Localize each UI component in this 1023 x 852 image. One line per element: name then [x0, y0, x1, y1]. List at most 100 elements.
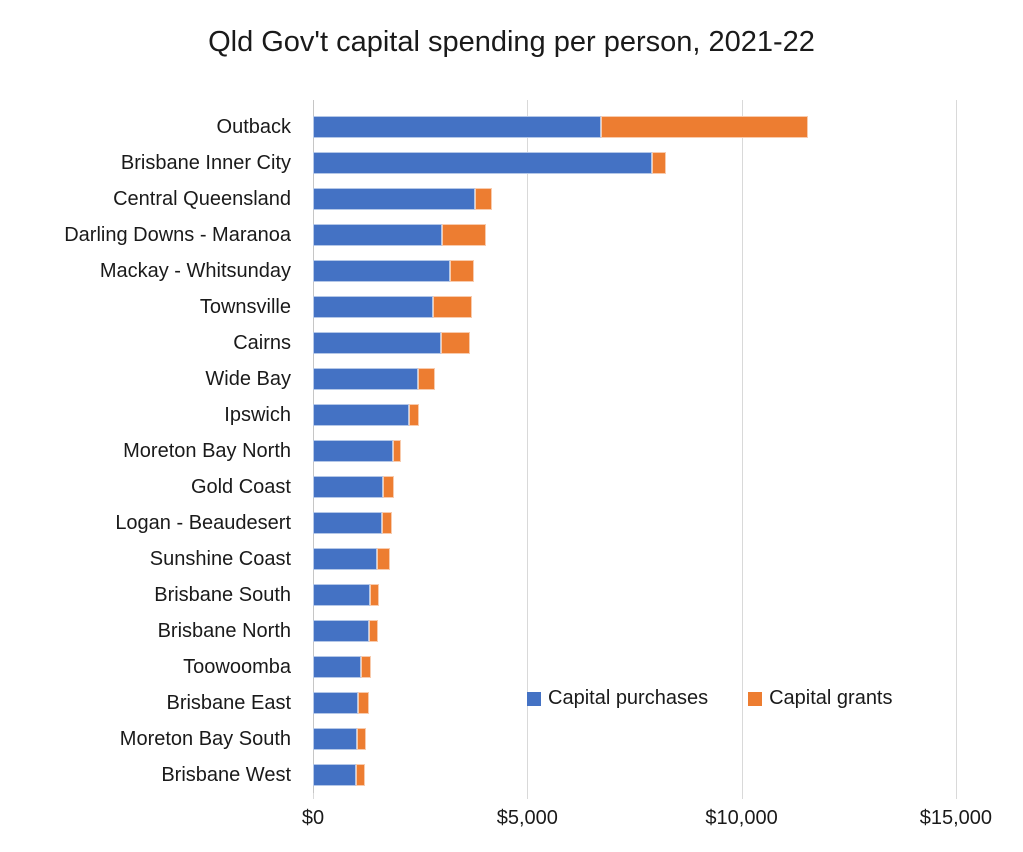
bar-row [313, 397, 1009, 433]
bar-segment-capital-grants [357, 728, 367, 750]
bar-segment-capital-grants [377, 548, 390, 570]
category-label-darling-downs-maranoa: Darling Downs - Maranoa [64, 224, 291, 246]
bar-segment-capital-purchases [313, 764, 357, 786]
bar-segment-capital-grants [356, 764, 365, 786]
category-label-toowoomba: Toowoomba [183, 656, 291, 678]
stacked-bar-brisbane-east [313, 692, 1009, 714]
x-axis-label: $10,000 [705, 807, 778, 829]
bar-segment-capital-grants [652, 152, 667, 174]
bar-segment-capital-grants [433, 296, 473, 318]
bar-row [313, 757, 1009, 793]
stacked-bar-sunshine-coast [313, 548, 1009, 570]
category-label-brisbane-east: Brisbane East [166, 692, 291, 714]
bar-row [313, 685, 1009, 721]
bar-segment-capital-purchases [313, 692, 359, 714]
bar-row [313, 109, 1009, 145]
bar-segment-capital-grants [440, 332, 471, 354]
bar-segment-capital-purchases [313, 224, 442, 246]
legend-label: Capital grants [769, 687, 893, 709]
bar-segment-capital-grants [418, 368, 436, 390]
category-label-townsville: Townsville [199, 296, 291, 318]
category-label-wide-bay: Wide Bay [205, 368, 291, 390]
stacked-bar-brisbane-north [313, 620, 1009, 642]
axis-tick [527, 793, 529, 799]
stacked-bar-mackay-whitsunday [313, 260, 1009, 282]
category-label-cairns: Cairns [233, 332, 291, 354]
bar-segment-capital-purchases [313, 296, 433, 318]
bar-row [313, 505, 1009, 541]
legend-item-capital-grants: Capital grants [748, 687, 893, 710]
stacked-bar-gold-coast [313, 476, 1009, 498]
category-axis: Outback Brisbane Inner City Central Queens… [0, 109, 302, 793]
bar-segment-capital-purchases [313, 188, 475, 210]
bar-segment-capital-grants [409, 404, 420, 426]
bar-segment-capital-purchases [313, 656, 362, 678]
bar-segment-capital-purchases [313, 728, 358, 750]
category-label-outback: Outback [216, 116, 291, 138]
legend-item-capital-purchases: Capital purchases [527, 687, 708, 710]
gridline-5-000 [527, 100, 529, 793]
bar-segment-capital-purchases [313, 476, 384, 498]
category-label-brisbane-west: Brisbane West [161, 764, 291, 786]
legend-marker-icon [748, 691, 763, 706]
bar-segment-capital-purchases [313, 152, 653, 174]
stacked-bar-outback [313, 116, 1009, 138]
stacked-bar-brisbane-inner-city [313, 152, 1009, 174]
category-label-brisbane-inner-city: Brisbane Inner City [120, 152, 291, 174]
bar-row [313, 649, 1009, 685]
bar-segment-capital-purchases [313, 512, 383, 534]
bar-row [313, 577, 1009, 613]
chart-title: Qld Gov't capital spending per person, 2… [208, 26, 815, 58]
bar-segment-capital-purchases [313, 620, 369, 642]
category-label-logan-beaudesert: Logan - Beaudesert [115, 512, 291, 534]
value-axis: $0 $5,000 $10,000 $15,000 [0, 807, 1023, 833]
category-label-brisbane-south: Brisbane South [154, 584, 291, 606]
bar-segment-capital-purchases [313, 368, 418, 390]
legend: Capital purchases Capital grants [527, 687, 893, 710]
category-label-central-queensland: Central Queensland [113, 188, 291, 210]
bar-rows [313, 109, 1009, 793]
bar-row [313, 325, 1009, 361]
stacked-bar-townsville [313, 296, 1009, 318]
stacked-bar-ipswich [313, 404, 1009, 426]
axis-tick [313, 793, 314, 799]
x-axis-label: $5,000 [496, 807, 558, 829]
bar-segment-capital-purchases [313, 584, 370, 606]
bar-row [313, 253, 1009, 289]
bar-row [313, 181, 1009, 217]
bar-segment-capital-grants [382, 512, 393, 534]
legend-label: Capital purchases [548, 687, 709, 709]
category-label-sunshine-coast: Sunshine Coast [149, 548, 291, 570]
bar-segment-capital-purchases [313, 116, 602, 138]
stacked-bar-wide-bay [313, 368, 1009, 390]
stacked-bar-moreton-bay-north [313, 440, 1009, 462]
bar-segment-capital-grants [475, 188, 493, 210]
category-label-brisbane-north: Brisbane North [157, 620, 291, 642]
bar-row [313, 145, 1009, 181]
stacked-bar-cairns [313, 332, 1009, 354]
stacked-bar-darling-downs-maranoa [313, 224, 1009, 246]
bar-segment-capital-grants [601, 116, 809, 138]
bar-segment-capital-grants [361, 656, 372, 678]
stacked-bar-logan-beaudesert [313, 512, 1009, 534]
bar-segment-capital-grants [358, 692, 369, 714]
category-label-gold-coast: Gold Coast [190, 476, 291, 498]
bar-segment-capital-grants [393, 440, 402, 462]
stacked-bar-central-queensland [313, 188, 1009, 210]
x-axis-label: $15,000 [919, 807, 992, 829]
bar-segment-capital-grants [368, 620, 379, 642]
bar-segment-capital-purchases [313, 332, 441, 354]
bar-row [313, 289, 1009, 325]
bar-segment-capital-purchases [313, 440, 394, 462]
stacked-bar-brisbane-south [313, 584, 1009, 606]
bar-segment-capital-grants [383, 476, 394, 498]
bar-segment-capital-purchases [313, 548, 378, 570]
stacked-bar-moreton-bay-south [313, 728, 1009, 750]
bar-segment-capital-grants [369, 584, 379, 606]
bar-row [313, 433, 1009, 469]
x-axis-label: $0 [301, 807, 325, 829]
bar-row [313, 361, 1009, 397]
axis-tick [955, 793, 957, 799]
gridline-15-000 [955, 100, 957, 793]
